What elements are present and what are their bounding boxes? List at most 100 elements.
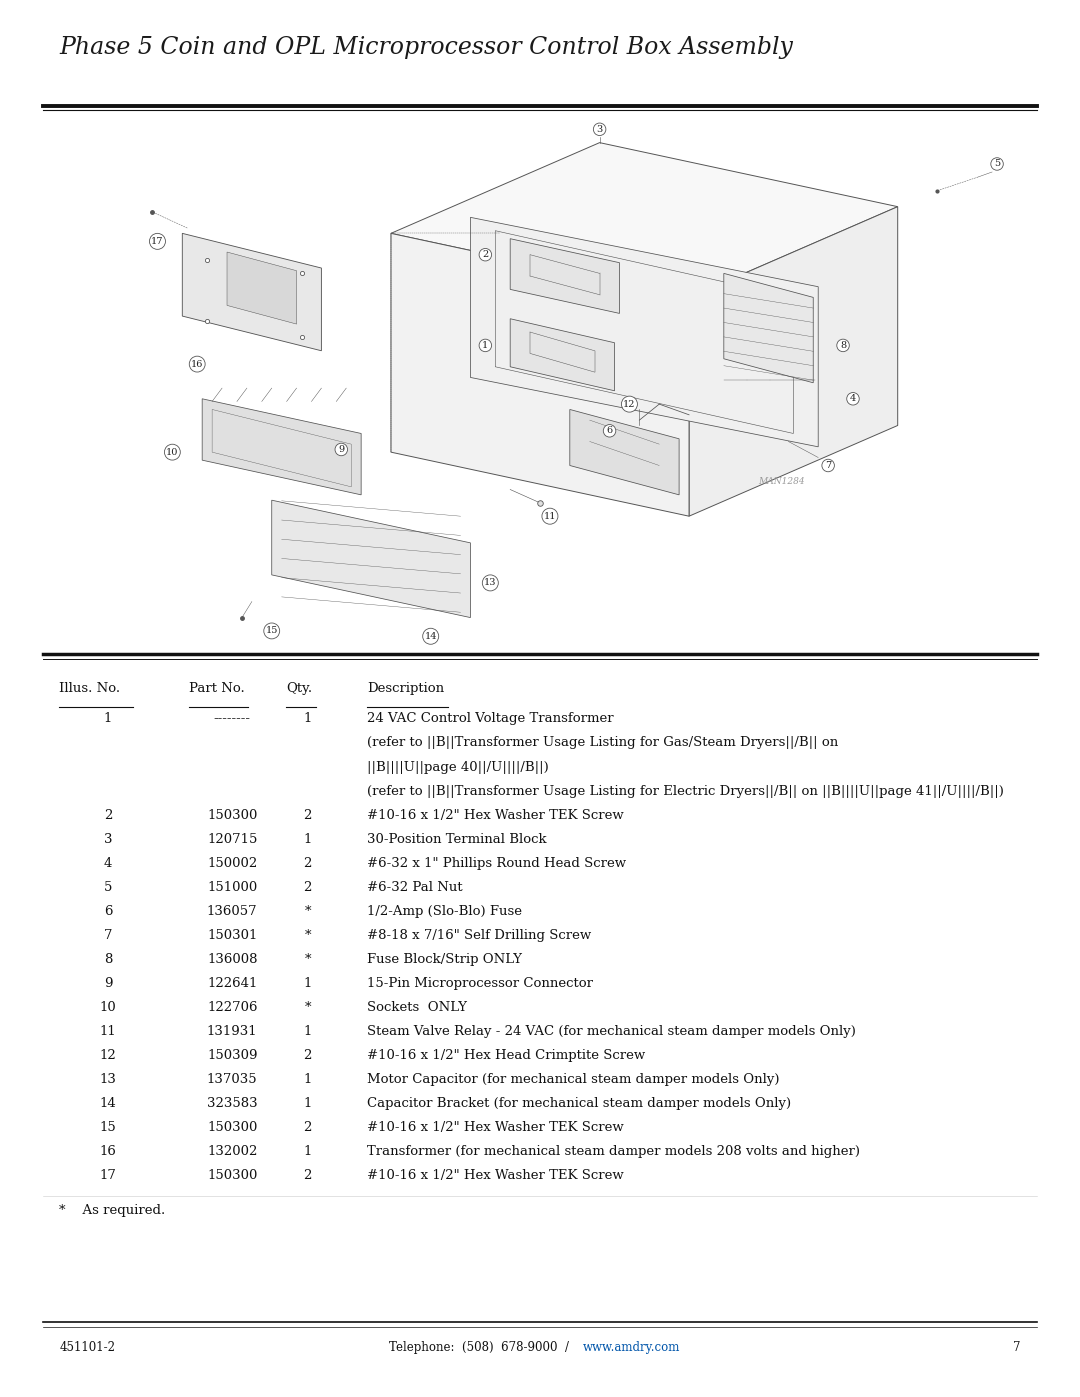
Text: 136057: 136057 — [207, 905, 257, 918]
Text: Phase 5 Coin and OPL Microprocessor Control Box Assembly: Phase 5 Coin and OPL Microprocessor Cont… — [59, 36, 794, 59]
Text: *: * — [305, 929, 311, 942]
Text: Illus. No.: Illus. No. — [59, 682, 121, 694]
Text: 1: 1 — [303, 833, 312, 845]
Text: 17: 17 — [99, 1169, 117, 1182]
Text: Transformer (for mechanical steam damper models 208 volts and higher): Transformer (for mechanical steam damper… — [367, 1146, 860, 1158]
Text: 12: 12 — [623, 400, 636, 409]
Text: 13: 13 — [484, 578, 497, 587]
Polygon shape — [272, 500, 471, 617]
Text: 4: 4 — [104, 856, 112, 870]
Text: 5: 5 — [104, 880, 112, 894]
Polygon shape — [202, 398, 361, 495]
Text: 6: 6 — [104, 905, 112, 918]
Text: 15: 15 — [99, 1120, 117, 1134]
Text: 1: 1 — [483, 341, 488, 349]
Text: 8: 8 — [104, 953, 112, 965]
Polygon shape — [689, 207, 897, 515]
Text: (refer to ||B||Transformer Usage Listing for Gas/Steam Dryers||/B|| on: (refer to ||B||Transformer Usage Listing… — [367, 736, 838, 750]
Text: 1: 1 — [303, 1146, 312, 1158]
Text: 1: 1 — [303, 1073, 312, 1085]
Text: 24 VAC Control Voltage Transformer: 24 VAC Control Voltage Transformer — [367, 712, 613, 725]
Text: 122641: 122641 — [207, 977, 257, 990]
Text: 4: 4 — [850, 394, 856, 404]
Text: #10-16 x 1/2" Hex Washer TEK Screw: #10-16 x 1/2" Hex Washer TEK Screw — [367, 1169, 624, 1182]
Text: Part No.: Part No. — [189, 682, 245, 694]
Polygon shape — [227, 251, 297, 324]
Text: 17: 17 — [151, 237, 164, 246]
Text: 7: 7 — [825, 461, 832, 469]
Text: 2: 2 — [303, 1049, 312, 1062]
Text: 323583: 323583 — [207, 1097, 257, 1111]
Text: MAN1284: MAN1284 — [758, 478, 806, 486]
Text: #10-16 x 1/2" Hex Head Crimptite Screw: #10-16 x 1/2" Hex Head Crimptite Screw — [367, 1049, 646, 1062]
Text: 2: 2 — [303, 856, 312, 870]
Polygon shape — [510, 239, 620, 313]
Text: *    As required.: * As required. — [59, 1204, 165, 1217]
Text: 1: 1 — [303, 1097, 312, 1111]
Text: 9: 9 — [338, 446, 345, 454]
Text: Capacitor Bracket (for mechanical steam damper models Only): Capacitor Bracket (for mechanical steam … — [367, 1097, 792, 1111]
Text: 150002: 150002 — [207, 856, 257, 870]
Text: 151000: 151000 — [207, 880, 257, 894]
Text: *: * — [305, 905, 311, 918]
Text: 3: 3 — [104, 833, 112, 845]
Text: 12: 12 — [99, 1049, 117, 1062]
Text: Sockets  ONLY: Sockets ONLY — [367, 1000, 468, 1014]
Text: *: * — [305, 953, 311, 965]
Polygon shape — [471, 218, 819, 447]
Text: 7: 7 — [1013, 1341, 1021, 1354]
Text: 16: 16 — [191, 359, 203, 369]
Text: ||B||||U||page 40||/U||||/B||): ||B||||U||page 40||/U||||/B||) — [367, 760, 549, 774]
Text: 150300: 150300 — [207, 1169, 257, 1182]
Text: 2: 2 — [483, 250, 488, 260]
Text: 137035: 137035 — [207, 1073, 257, 1085]
Text: #8-18 x 7/16" Self Drilling Screw: #8-18 x 7/16" Self Drilling Screw — [367, 929, 592, 942]
Text: Motor Capacitor (for mechanical steam damper models Only): Motor Capacitor (for mechanical steam da… — [367, 1073, 780, 1085]
Text: 5: 5 — [994, 159, 1000, 169]
Text: 131931: 131931 — [207, 1025, 257, 1038]
Text: Telephone:  (508)  678-9000  /: Telephone: (508) 678-9000 / — [389, 1341, 577, 1354]
Text: 2: 2 — [303, 880, 312, 894]
Text: www.amdry.com: www.amdry.com — [582, 1341, 679, 1354]
Text: 1: 1 — [303, 712, 312, 725]
Text: *: * — [305, 1000, 311, 1014]
Text: --------: -------- — [214, 712, 251, 725]
Text: 1: 1 — [303, 977, 312, 990]
Text: 1: 1 — [303, 1025, 312, 1038]
Text: 15-Pin Microprocessor Connector: 15-Pin Microprocessor Connector — [367, 977, 593, 990]
Text: 13: 13 — [99, 1073, 117, 1085]
Text: 150301: 150301 — [207, 929, 257, 942]
Text: 1: 1 — [104, 712, 112, 725]
Text: 1/2-Amp (Slo-Blo) Fuse: 1/2-Amp (Slo-Blo) Fuse — [367, 905, 523, 918]
Text: 7: 7 — [104, 929, 112, 942]
Polygon shape — [510, 319, 615, 391]
Text: Qty.: Qty. — [286, 682, 312, 694]
Polygon shape — [570, 409, 679, 495]
Text: 30-Position Terminal Block: 30-Position Terminal Block — [367, 833, 546, 845]
Text: 2: 2 — [104, 809, 112, 821]
Text: 10: 10 — [166, 447, 178, 457]
Text: 6: 6 — [607, 426, 612, 436]
Text: 150300: 150300 — [207, 1120, 257, 1134]
Text: 122706: 122706 — [207, 1000, 257, 1014]
Text: 150300: 150300 — [207, 809, 257, 821]
Text: Steam Valve Relay - 24 VAC (for mechanical steam damper models Only): Steam Valve Relay - 24 VAC (for mechanic… — [367, 1025, 856, 1038]
Polygon shape — [391, 142, 897, 298]
Text: (refer to ||B||Transformer Usage Listing for Electric Dryers||/B|| on ||B||||U||: (refer to ||B||Transformer Usage Listing… — [367, 785, 1004, 798]
Text: #10-16 x 1/2" Hex Washer TEK Screw: #10-16 x 1/2" Hex Washer TEK Screw — [367, 1120, 624, 1134]
Text: 2: 2 — [303, 1120, 312, 1134]
Text: 2: 2 — [303, 1169, 312, 1182]
Text: 8: 8 — [840, 341, 846, 349]
Text: 11: 11 — [99, 1025, 117, 1038]
Text: 10: 10 — [99, 1000, 117, 1014]
Polygon shape — [724, 274, 813, 383]
Text: Fuse Block/Strip ONLY: Fuse Block/Strip ONLY — [367, 953, 523, 965]
Text: 132002: 132002 — [207, 1146, 257, 1158]
Text: #6-32 Pal Nut: #6-32 Pal Nut — [367, 880, 463, 894]
Text: 2: 2 — [303, 809, 312, 821]
Text: 451101-2: 451101-2 — [59, 1341, 116, 1354]
Text: #10-16 x 1/2" Hex Washer TEK Screw: #10-16 x 1/2" Hex Washer TEK Screw — [367, 809, 624, 821]
Text: 16: 16 — [99, 1146, 117, 1158]
Text: 3: 3 — [596, 124, 603, 134]
Text: 120715: 120715 — [207, 833, 257, 845]
